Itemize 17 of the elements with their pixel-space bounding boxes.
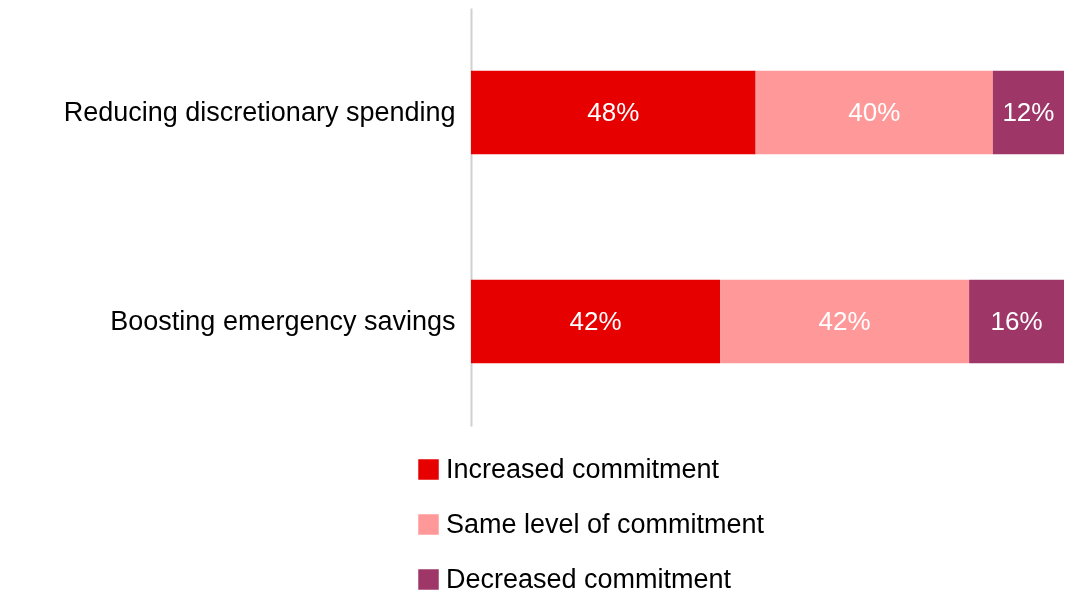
bar [471,279,721,364]
legend-label: Increased commitment [446,453,720,484]
bar [969,279,1064,364]
data-label: 48% [587,96,640,127]
bar [720,279,970,364]
y-tick-label: Boosting emergency savings [110,305,456,336]
bar [992,70,1064,155]
bar [755,70,993,155]
bar [471,70,756,155]
data-label: 16% [990,305,1043,336]
data-label: 12% [1002,96,1055,127]
data-label: 42% [569,305,622,336]
data-label: 40% [848,96,901,127]
y-tick-label: Reducing discretionary spending [63,96,456,127]
legend-label: Same level of commitment [446,508,765,539]
legend-label: Decreased commitment [446,563,732,594]
data-label: 42% [818,305,871,336]
